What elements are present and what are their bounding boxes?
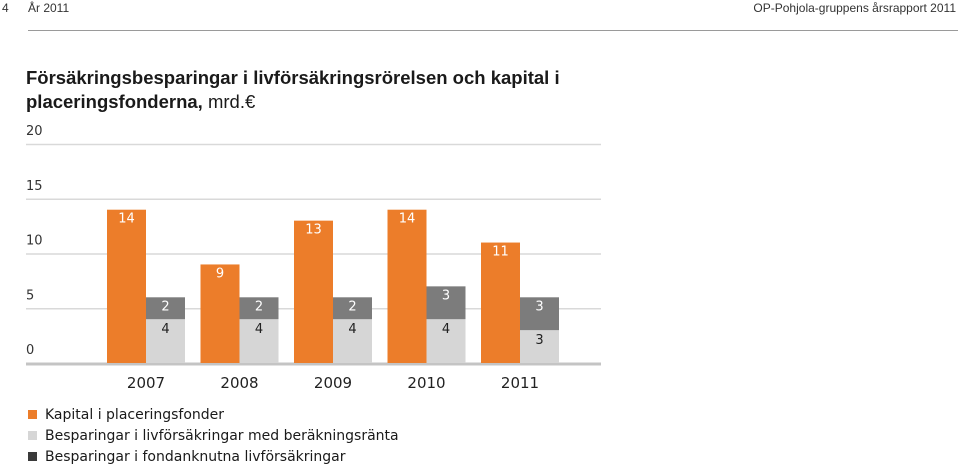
data-label-berakningsranta: 4	[161, 322, 169, 337]
chart-title-main: Försäkringsbesparingar i livförsäkringsr…	[26, 67, 560, 112]
data-label-kapital: 13	[305, 223, 322, 238]
bar-kapital	[200, 264, 240, 363]
data-label-kapital: 11	[492, 245, 509, 260]
page-header: 4 År 2011 OP-Pohjola-gruppens årsrapport…	[0, 0, 960, 22]
section-label: År 2011	[28, 1, 70, 15]
legend-item-kapital: Kapital i placeringsfonder	[28, 405, 628, 426]
legend-label: Besparingar i fondanknutna livförsäkring…	[45, 449, 346, 465]
bar-fondanknutna	[426, 286, 466, 320]
x-tick-label: 2007	[127, 374, 165, 392]
x-tick-label: 2011	[501, 374, 539, 392]
bar-berakningsranta	[239, 319, 279, 363]
data-label-berakningsranta: 4	[442, 322, 450, 337]
header-divider	[28, 30, 958, 31]
x-tick-label: 2008	[220, 374, 258, 392]
chart-legend: Kapital i placeringsfonder Besparingar i…	[28, 405, 628, 468]
chart-title: Försäkringsbesparingar i livförsäkringsr…	[26, 66, 626, 114]
legend-swatch-dark-grey	[28, 452, 37, 461]
bar-berakningsranta	[520, 330, 559, 363]
data-label-kapital: 14	[118, 212, 135, 227]
legend-swatch-light-grey	[28, 431, 37, 440]
bar-fondanknutna	[333, 297, 372, 320]
data-label-fondanknutna: 3	[442, 288, 450, 303]
y-tick-label: 15	[26, 179, 43, 194]
data-label-berakningsranta: 4	[255, 322, 263, 337]
data-label-fondanknutna: 3	[535, 299, 543, 314]
data-label-berakningsranta: 3	[535, 333, 543, 348]
legend-swatch-orange	[28, 410, 37, 419]
y-tick-label: 5	[26, 288, 34, 303]
bar-kapital	[294, 220, 333, 363]
bar-kapital	[481, 242, 520, 363]
bar-fondanknutna	[520, 297, 559, 331]
bar-kapital	[387, 209, 427, 363]
y-tick-label: 10	[26, 234, 43, 249]
y-tick-label: 0	[26, 343, 34, 358]
page-number: 4	[2, 1, 9, 15]
legend-item-berakningsranta: Besparingar i livförsäkringar med beräkn…	[28, 426, 628, 447]
bar-berakningsranta	[426, 319, 466, 363]
bar-kapital	[107, 209, 146, 363]
bar-berakningsranta	[146, 319, 185, 363]
y-tick-label: 20	[26, 124, 43, 139]
legend-item-fondanknutna: Besparingar i fondanknutna livförsäkring…	[28, 447, 628, 468]
legend-label: Besparingar i livförsäkringar med beräkn…	[45, 428, 399, 444]
report-title: OP-Pohjola-gruppens årsrapport 2011	[753, 1, 956, 15]
bar-berakningsranta	[333, 319, 372, 363]
data-label-berakningsranta: 4	[348, 322, 356, 337]
bar-fondanknutna	[146, 297, 185, 320]
data-label-fondanknutna: 2	[161, 299, 169, 314]
data-label-kapital: 9	[216, 266, 224, 281]
bar-fondanknutna	[239, 297, 279, 320]
data-label-kapital: 14	[399, 212, 416, 227]
data-label-fondanknutna: 2	[255, 299, 263, 314]
x-tick-label: 2009	[314, 374, 352, 392]
legend-label: Kapital i placeringsfonder	[45, 407, 225, 423]
chart-title-unit: mrd.€	[207, 91, 256, 112]
data-label-fondanknutna: 2	[348, 299, 356, 314]
x-tick-label: 2010	[407, 374, 445, 392]
